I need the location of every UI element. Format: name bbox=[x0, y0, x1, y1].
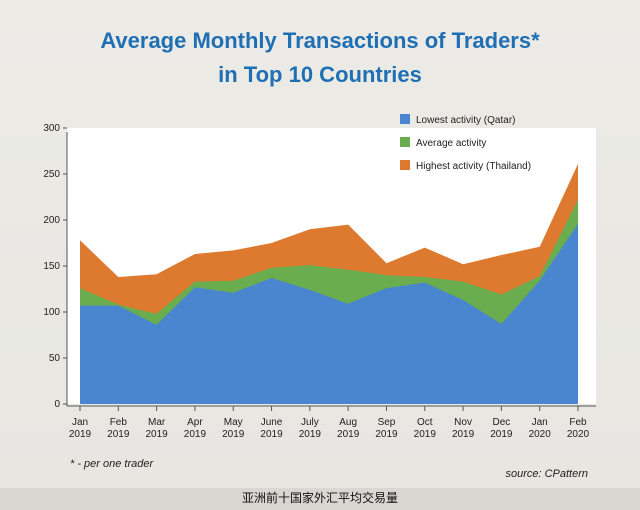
x-tick-label-month: Mar bbox=[148, 417, 166, 428]
x-tick-label-month: May bbox=[224, 417, 243, 428]
x-tick-label-year: 2019 bbox=[490, 429, 513, 440]
caption: 亚洲前十国家外汇平均交易量 bbox=[241, 491, 398, 505]
x-tick-label-month: Dec bbox=[492, 417, 510, 428]
chart-title-line-1: Average Monthly Transactions of Traders* bbox=[100, 28, 540, 53]
x-tick-label-year: 2019 bbox=[260, 429, 283, 440]
x-tick-label-year: 2019 bbox=[222, 429, 245, 440]
y-tick-label: 100 bbox=[43, 307, 60, 318]
x-tick-label-month: Oct bbox=[417, 417, 433, 428]
x-tick-label-month: Aug bbox=[339, 417, 357, 428]
legend-label-1: Lowest activity (Qatar) bbox=[416, 115, 515, 126]
x-tick-label-month: Feb bbox=[110, 417, 128, 428]
x-tick-label-year: 2020 bbox=[567, 429, 590, 440]
legend-label-3: Highest activity (Thailand) bbox=[416, 161, 531, 172]
source-note: source: CPattern bbox=[505, 468, 588, 480]
legend-swatch-2 bbox=[400, 137, 410, 147]
area-series-1 bbox=[80, 223, 578, 404]
x-tick-label-year: 2019 bbox=[414, 429, 437, 440]
legend-label-2: Average activity bbox=[416, 138, 486, 149]
y-tick-label: 0 bbox=[54, 399, 60, 410]
x-tick-label-month: Jan bbox=[532, 417, 548, 428]
x-tick-label-year: 2020 bbox=[529, 429, 552, 440]
x-tick-label-year: 2019 bbox=[375, 429, 398, 440]
x-tick-label-month: July bbox=[301, 417, 319, 428]
x-tick-label-month: Sep bbox=[378, 417, 396, 428]
y-tick-label: 250 bbox=[43, 169, 60, 180]
x-tick-label-year: 2019 bbox=[184, 429, 207, 440]
y-tick-label: 200 bbox=[43, 215, 60, 226]
x-tick-label-year: 2019 bbox=[69, 429, 92, 440]
x-tick-label-month: June bbox=[261, 417, 283, 428]
x-tick-label-year: 2019 bbox=[337, 429, 360, 440]
area-chart: 050100150200250300Jan2019Feb2019Mar2019A… bbox=[43, 114, 596, 440]
x-tick-label-month: Jan bbox=[72, 417, 88, 428]
x-tick-label-year: 2019 bbox=[299, 429, 322, 440]
chart-title-line-2: in Top 10 Countries bbox=[218, 62, 422, 87]
x-tick-label-year: 2019 bbox=[452, 429, 475, 440]
x-tick-label-year: 2019 bbox=[145, 429, 168, 440]
y-tick-label: 50 bbox=[49, 353, 61, 364]
x-tick-label-month: Apr bbox=[187, 417, 203, 428]
legend-swatch-3 bbox=[400, 160, 410, 170]
x-tick-label-month: Feb bbox=[569, 417, 587, 428]
y-tick-label: 300 bbox=[43, 123, 60, 134]
y-tick-label: 150 bbox=[43, 261, 60, 272]
footnote: * - per one trader bbox=[70, 458, 154, 470]
legend-swatch-1 bbox=[400, 114, 410, 124]
x-tick-label-month: Nov bbox=[454, 417, 472, 428]
x-tick-label-year: 2019 bbox=[107, 429, 130, 440]
